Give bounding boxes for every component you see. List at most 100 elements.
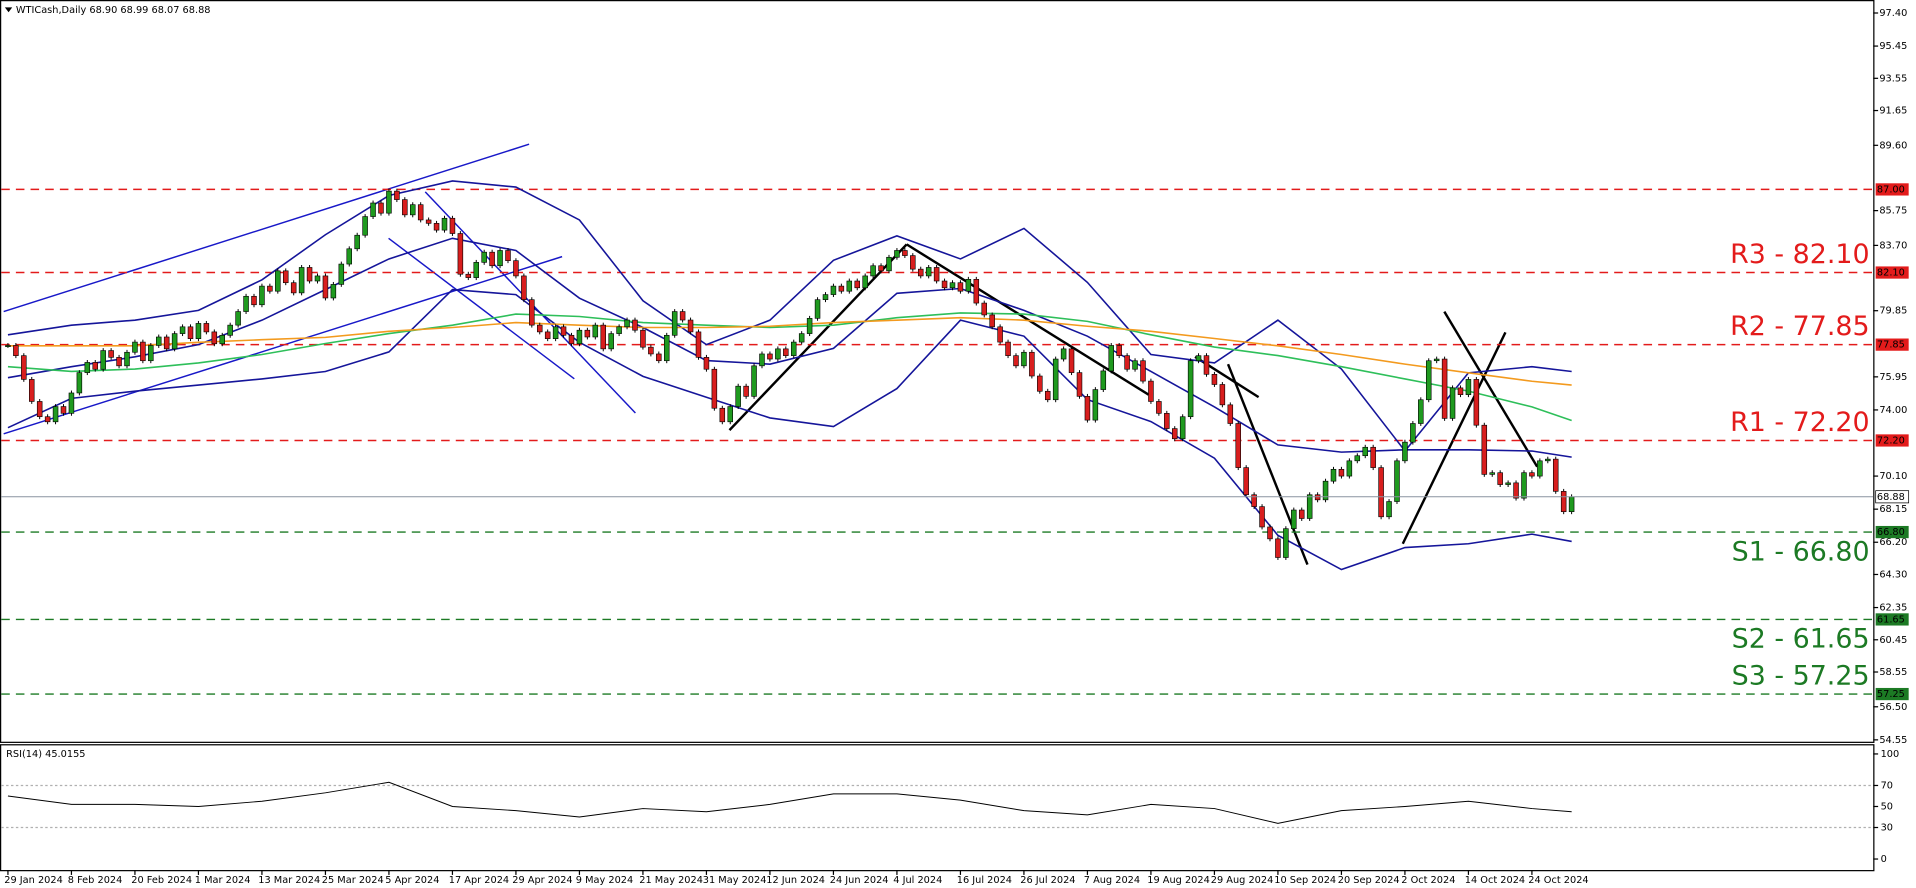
candle-body [521,275,527,300]
candle-body [1560,491,1567,513]
y-tick-label: 62.35 [1879,603,1907,614]
candle-body [783,348,789,356]
candle-body [259,285,265,306]
candle-body [1219,384,1226,406]
candle-body [441,217,448,231]
x-tick-label: 8 Feb 2024 [68,875,123,886]
candle-body [1275,538,1281,558]
x-tick-label: 14 Oct 2024 [1465,875,1525,886]
candle-body [616,326,622,334]
candle-body [798,333,805,343]
indicator-line [7,288,1572,571]
candle-body [5,345,11,348]
candle-body [449,217,456,234]
candle-body [822,294,829,300]
candle-body [513,260,519,277]
y-tick-label: 66.20 [1879,537,1907,548]
x-tick-label: 20 Feb 2024 [131,875,192,886]
trend-line [906,243,1150,396]
candle-body [759,353,765,367]
level-value: 57.25 [1877,689,1905,700]
candle-body [814,299,821,319]
candle-body [171,333,178,350]
x-tick-label: 1 Mar 2024 [195,875,251,886]
level-value: 61.65 [1877,614,1905,625]
indicator-line [7,180,1572,453]
x-tick-label: 4 Jul 2024 [893,875,942,886]
candle-body [973,279,980,304]
candle-body [1441,358,1448,419]
candle-body [330,284,337,299]
level-box [1875,434,1909,447]
x-tick-label: 16 Jul 2024 [957,875,1012,886]
candle-body [941,280,948,289]
candle-body [267,285,273,292]
candle-body [711,368,718,409]
candle-body [1537,460,1543,477]
candle-body [529,299,535,326]
candle-body [1283,528,1289,558]
candle-body [1370,446,1376,468]
candle-body [235,311,241,326]
candle-body [1052,358,1059,401]
candle-body [1338,468,1345,477]
candle-body [735,385,741,407]
level-value: 77.85 [1877,340,1905,351]
candle-body [251,295,257,306]
candle-body [243,295,249,312]
candle-body [1433,358,1440,362]
y-tick-label: 64.30 [1879,569,1907,580]
candle-body [790,341,797,356]
last-price-label: 68.88 [1877,492,1905,503]
candle-body [116,357,122,367]
candle-body [632,319,638,331]
y-tick-label: 75.95 [1879,372,1907,383]
y-tick-label: 85.75 [1879,206,1907,217]
candle-body [1148,380,1154,402]
menu-arrow[interactable] [4,7,13,13]
rsi-line [7,781,1572,824]
candle-body [1481,424,1488,475]
candle-body [870,265,876,277]
candle-body [227,324,233,336]
candle-body [29,379,35,402]
rsi-tick-label: 100 [1881,749,1900,760]
x-tick-label: 19 Aug 2024 [1147,875,1210,886]
y-tick-label: 56.50 [1879,702,1907,713]
rsi-title: RSI(14) 45.0155 [6,749,85,760]
x-tick-label: 24 Oct 2024 [1528,875,1588,886]
candle-body [1156,401,1162,414]
candle-body [1322,480,1329,501]
candle-body [473,262,479,278]
x-tick-label: 7 Aug 2024 [1084,875,1140,886]
y-tick-label: 60.45 [1879,635,1907,646]
candle-body [965,279,972,292]
candle-body [560,326,567,336]
candle-body [417,204,424,221]
candle-body [92,362,98,370]
candle-body [425,219,432,224]
level-box [1875,183,1909,196]
chart-title: WTICash,Daily 68.90 68.99 68.07 68.88 [16,5,211,16]
candle-body [989,314,995,328]
candle-body [552,326,559,339]
candle-body [44,416,51,423]
candle-body [925,267,932,277]
price-panel [0,0,1875,743]
candle-body [100,350,106,370]
candle-body [1092,389,1099,421]
candle-body [544,331,551,339]
trend-line [1443,310,1539,468]
rsi-tick-label: 30 [1881,823,1893,834]
candle-body [1362,446,1368,457]
candle-body [52,406,59,423]
candle-body [1243,467,1249,496]
candle-body [1545,458,1551,462]
y-tick-label: 95.45 [1879,41,1907,52]
candle-body [1227,404,1234,424]
candle-body [997,326,1003,343]
candle-body [1108,345,1114,372]
rsi-tick-label: 70 [1881,780,1893,791]
candle-body [179,326,186,334]
